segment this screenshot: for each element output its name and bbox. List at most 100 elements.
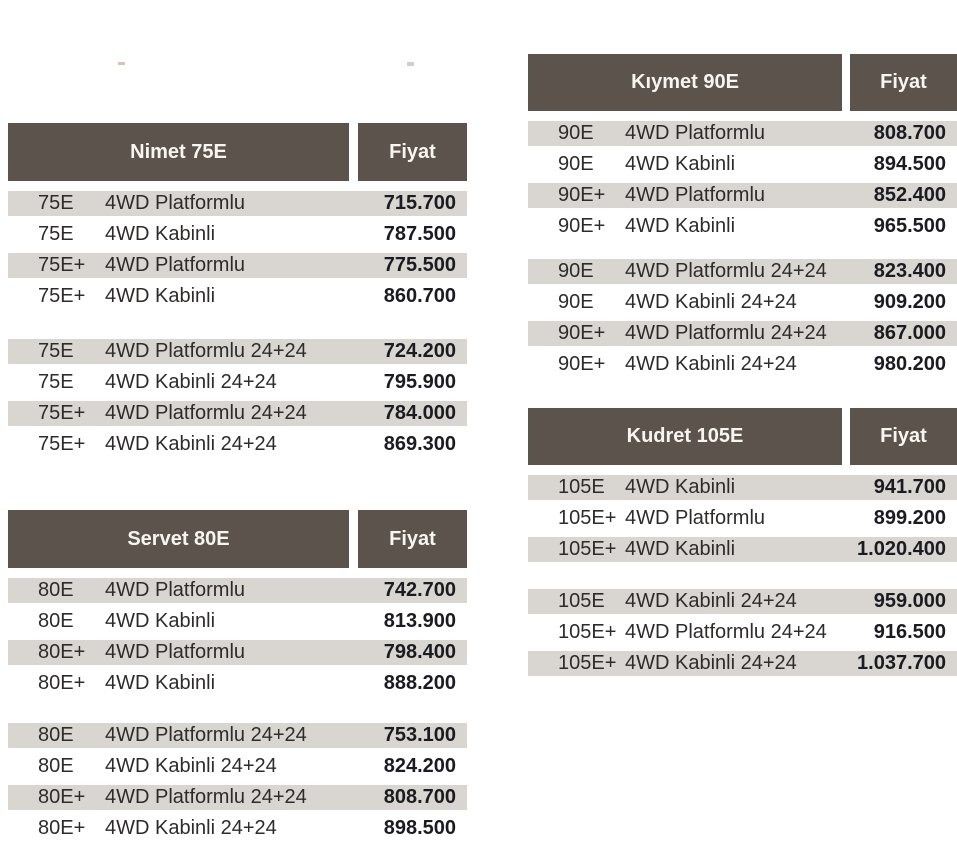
model-variant: 4WD Kabinli 24+24: [105, 433, 277, 455]
table-title: Kıymet 90E: [528, 54, 842, 111]
table-row: 80E+ 4WD Platformlu 24+24 808.700: [8, 782, 467, 813]
price-value: 869.300: [383, 433, 456, 455]
table-row: 75E 4WD Platformlu 715.700: [8, 188, 467, 219]
table-row: 90E 4WD Kabinli 24+24 909.200: [528, 287, 957, 318]
row-group: 80E 4WD Platformlu 24+24 753.100 80E 4WD Kab…: [8, 720, 467, 844]
row-group: 80E 4WD Platformlu 742.700 80E 4WD Kabinli 81…: [8, 575, 467, 699]
table-row: 75E+ 4WD Kabinli 24+24 869.300: [8, 429, 467, 460]
table-row: 80E+ 4WD Platformlu 798.400: [8, 637, 467, 668]
model-variant: 4WD Platformlu: [625, 184, 766, 206]
price-value: 813.900: [383, 610, 456, 632]
model-code: 90E: [558, 153, 594, 175]
table-header: Servet 80E Fiyat: [8, 510, 467, 568]
model-variant: 4WD Kabinli 24+24: [625, 652, 797, 674]
model-variant: 4WD Kabinli: [105, 223, 216, 245]
table-row: 90E 4WD Kabinli 894.500: [528, 149, 957, 180]
model-code: 90E+: [558, 215, 606, 237]
model-code: 105E: [558, 590, 605, 612]
model-variant: 4WD Platformlu: [105, 192, 246, 214]
price-value: 753.100: [383, 724, 456, 746]
table-row: 80E 4WD Platformlu 24+24 753.100: [8, 720, 467, 751]
table-title: Servet 80E: [8, 510, 349, 568]
price-value: 888.200: [383, 672, 456, 694]
table-title: Kudret 105E: [528, 408, 842, 465]
model-variant: 4WD Kabinli: [625, 476, 736, 498]
price-value: 959.000: [873, 590, 946, 612]
model-code: 75E+: [38, 285, 86, 307]
table-row: 105E 4WD Kabinli 24+24 959.000: [528, 586, 957, 617]
table-row: 80E 4WD Kabinli 24+24 824.200: [8, 751, 467, 782]
row-group: 75E 4WD Platformlu 715.700 75E 4WD Kabinli 78…: [8, 188, 467, 312]
model-variant: 4WD Platformlu: [625, 507, 766, 529]
model-code: 80E+: [38, 672, 86, 694]
table-row: 105E+ 4WD Kabinli 1.020.400: [528, 534, 957, 565]
model-variant: 4WD Platformlu: [105, 579, 246, 601]
scan-artifact-mark: [407, 62, 414, 66]
model-code: 105E+: [558, 621, 617, 643]
price-table-kudret-105e: Kudret 105E Fiyat 105E 4WD Kabinli 941.700…: [528, 408, 957, 679]
model-code: 80E: [38, 755, 74, 777]
price-value: 1.020.400: [857, 538, 946, 560]
table-row: 75E+ 4WD Platformlu 775.500: [8, 250, 467, 281]
table-row: 90E+ 4WD Kabinli 965.500: [528, 211, 957, 242]
model-code: 80E: [38, 579, 74, 601]
model-code: 80E: [38, 724, 74, 746]
price-column-header: Fiyat: [850, 54, 957, 111]
table-header: Kudret 105E Fiyat: [528, 408, 957, 465]
price-value: 824.200: [383, 755, 456, 777]
table-row: 75E+ 4WD Platformlu 24+24 784.000: [8, 398, 467, 429]
price-value: 894.500: [873, 153, 946, 175]
table-row: 90E+ 4WD Kabinli 24+24 980.200: [528, 349, 957, 380]
price-value: 808.700: [873, 122, 946, 144]
model-variant: 4WD Kabinli 24+24: [625, 590, 797, 612]
table-row: 105E+ 4WD Platformlu 899.200: [528, 503, 957, 534]
model-code: 90E+: [558, 184, 606, 206]
price-table-servet-80e: Servet 80E Fiyat 80E 4WD Platformlu 742.70…: [8, 510, 467, 844]
price-value: 808.700: [383, 786, 456, 808]
table-header: Nimet 75E Fiyat: [8, 123, 467, 181]
table-row: 75E 4WD Kabinli 787.500: [8, 219, 467, 250]
price-value: 980.200: [873, 353, 946, 375]
price-value: 823.400: [873, 260, 946, 282]
price-value: 965.500: [873, 215, 946, 237]
model-code: 80E: [38, 610, 74, 632]
table-row: 75E 4WD Kabinli 24+24 795.900: [8, 367, 467, 398]
table-row: 80E+ 4WD Kabinli 888.200: [8, 668, 467, 699]
table-row: 80E+ 4WD Kabinli 24+24 898.500: [8, 813, 467, 844]
model-variant: 4WD Platformlu 24+24: [105, 786, 307, 808]
price-value: 898.500: [383, 817, 456, 839]
model-code: 105E: [558, 476, 605, 498]
table-row: 90E 4WD Platformlu 24+24 823.400: [528, 256, 957, 287]
model-variant: 4WD Kabinli 24+24: [625, 353, 797, 375]
model-variant: 4WD Kabinli 24+24: [625, 291, 797, 313]
table-row: 90E 4WD Platformlu 808.700: [528, 118, 957, 149]
model-variant: 4WD Platformlu 24+24: [105, 340, 307, 362]
table-header: Kıymet 90E Fiyat: [528, 54, 957, 111]
model-variant: 4WD Kabinli 24+24: [105, 371, 277, 393]
price-table-nimet-75e: Nimet 75E Fiyat 75E 4WD Platformlu 715.700…: [8, 123, 467, 460]
model-code: 75E: [38, 223, 74, 245]
price-value: 775.500: [383, 254, 456, 276]
model-code: 90E: [558, 122, 594, 144]
price-value: 784.000: [383, 402, 456, 424]
model-code: 90E: [558, 260, 594, 282]
row-group: 90E 4WD Platformlu 808.700 90E 4WD Kabinli 89…: [528, 118, 957, 242]
model-code: 80E+: [38, 817, 86, 839]
price-table-kiymet-90e: Kıymet 90E Fiyat 90E 4WD Platformlu 808.70…: [528, 54, 957, 380]
table-row: 105E 4WD Kabinli 941.700: [528, 472, 957, 503]
model-variant: 4WD Platformlu 24+24: [625, 621, 827, 643]
model-variant: 4WD Platformlu 24+24: [625, 322, 827, 344]
model-variant: 4WD Platformlu 24+24: [105, 724, 307, 746]
price-value: 941.700: [873, 476, 946, 498]
price-value: 909.200: [873, 291, 946, 313]
model-code: 90E+: [558, 322, 606, 344]
model-variant: 4WD Kabinli: [625, 538, 736, 560]
model-variant: 4WD Kabinli 24+24: [105, 755, 277, 777]
model-code: 75E+: [38, 254, 86, 276]
model-variant: 4WD Kabinli: [105, 285, 216, 307]
model-variant: 4WD Kabinli 24+24: [105, 817, 277, 839]
model-variant: 4WD Platformlu 24+24: [105, 402, 307, 424]
price-value: 860.700: [383, 285, 456, 307]
table-row: 80E 4WD Kabinli 813.900: [8, 606, 467, 637]
